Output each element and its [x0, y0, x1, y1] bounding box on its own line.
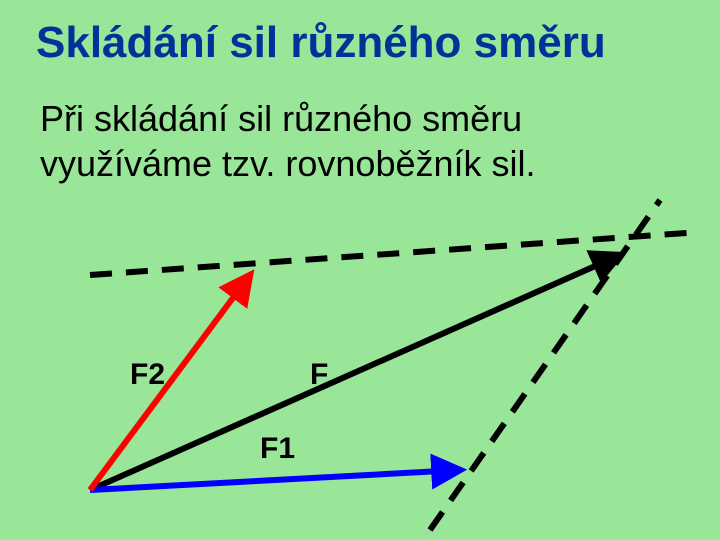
- slide: Skládání sil různého směru Při skládání …: [0, 0, 720, 540]
- construction-line-top: [90, 232, 700, 275]
- vector-f1: [90, 470, 460, 490]
- label-f2: F2: [130, 358, 165, 392]
- label-f: F: [310, 358, 328, 392]
- force-parallelogram-diagram: [0, 0, 720, 540]
- label-f1: F1: [260, 432, 295, 466]
